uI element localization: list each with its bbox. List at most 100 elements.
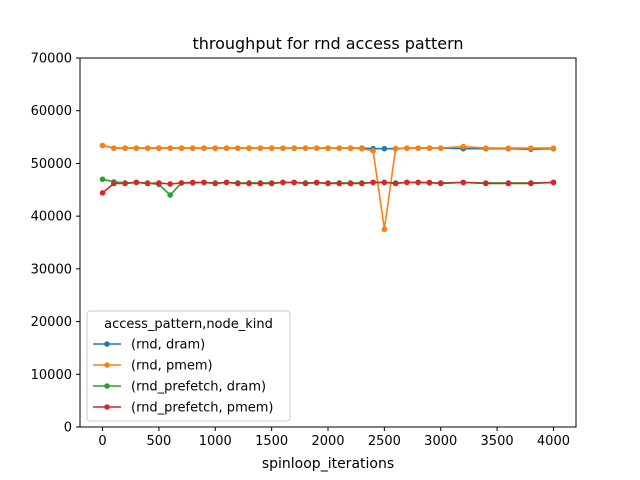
data-point	[483, 145, 489, 151]
data-point	[550, 179, 557, 186]
x-tick-label: 3500	[481, 434, 514, 449]
data-point	[246, 145, 252, 151]
legend-title: access_pattern,node_kind	[104, 317, 273, 332]
legend-swatch-marker	[104, 362, 110, 368]
data-point	[144, 180, 151, 187]
data-point	[370, 179, 376, 186]
data-point	[359, 180, 365, 187]
legend-label: (rnd, dram)	[131, 338, 205, 353]
x-tick-label: 2000	[311, 434, 344, 449]
y-tick-label: 60000	[31, 104, 72, 119]
data-point	[325, 145, 331, 151]
data-point	[268, 145, 275, 151]
data-point	[336, 180, 343, 187]
data-point	[212, 180, 219, 187]
data-point	[460, 143, 467, 150]
data-point	[201, 145, 207, 151]
legend-item: (rnd_prefetch, dram)	[93, 380, 266, 395]
data-point	[99, 190, 106, 196]
data-point	[167, 181, 173, 187]
data-point	[302, 145, 309, 151]
data-point	[381, 145, 388, 152]
data-point	[122, 145, 128, 151]
data-point	[144, 145, 151, 151]
legend-item: (rnd, dram)	[93, 338, 205, 353]
series-layer	[99, 142, 557, 233]
data-point	[426, 145, 433, 151]
chart-title: throughput for rnd access pattern	[192, 34, 463, 53]
x-tick-label: 4000	[537, 434, 570, 449]
data-point	[111, 180, 117, 187]
data-point	[257, 180, 264, 187]
data-point	[325, 180, 331, 187]
data-point	[280, 145, 286, 151]
legend-label: (rnd_prefetch, pmem)	[131, 401, 273, 416]
data-point	[235, 145, 241, 151]
data-point	[111, 145, 117, 151]
legend-swatch-marker	[104, 383, 110, 389]
data-point	[291, 145, 297, 151]
data-point	[156, 180, 162, 186]
data-point	[404, 145, 410, 151]
x-tick-label: 2500	[368, 434, 401, 449]
data-point	[426, 179, 433, 186]
legend-swatch-marker	[104, 341, 110, 347]
data-point	[347, 180, 354, 187]
legend-item: (rnd_prefetch, pmem)	[93, 401, 273, 416]
legend-item: (rnd, pmem)	[93, 359, 213, 374]
data-point	[460, 179, 467, 186]
series-1	[99, 142, 557, 233]
data-point	[370, 147, 376, 154]
data-point	[212, 145, 219, 151]
data-point	[223, 145, 230, 151]
legend: access_pattern,node_kind (rnd, dram) (rnd,…	[86, 310, 291, 422]
data-point	[268, 180, 275, 187]
data-point	[550, 145, 557, 151]
y-tick-label: 20000	[31, 315, 72, 330]
data-point	[167, 145, 173, 151]
legend-box	[86, 310, 291, 422]
y-axis: 0 10000 20000 30000 40000 50000 60000 70000	[31, 52, 80, 436]
data-point	[505, 145, 512, 151]
legend-label: (rnd_prefetch, dram)	[131, 380, 266, 395]
data-point	[381, 226, 388, 233]
data-point	[415, 179, 421, 186]
data-point	[528, 180, 534, 187]
legend-label: (rnd, pmem)	[131, 359, 213, 374]
data-point	[415, 145, 421, 151]
data-point	[257, 145, 264, 151]
series-line	[102, 144, 554, 231]
y-tick-label: 40000	[31, 210, 72, 225]
data-point	[99, 176, 106, 183]
data-point	[201, 179, 207, 186]
data-point	[392, 145, 399, 152]
data-point	[505, 180, 512, 187]
series-3	[99, 179, 557, 196]
x-tick-label: 1000	[199, 434, 232, 449]
data-point	[359, 145, 365, 152]
data-point	[133, 145, 140, 151]
x-tick-label: 3000	[424, 434, 457, 449]
x-axis: 0 500 1000 1500 2000 2500 3000 3500 4000	[98, 427, 570, 449]
y-tick-label: 50000	[31, 157, 72, 172]
y-tick-label: 0	[64, 421, 72, 436]
x-tick-label: 1500	[255, 434, 288, 449]
x-tick-label: 0	[98, 434, 106, 449]
data-point	[313, 179, 320, 186]
data-point	[302, 180, 309, 187]
data-point	[223, 179, 230, 186]
data-point	[347, 145, 354, 151]
data-point	[483, 180, 489, 187]
data-point	[178, 145, 185, 151]
y-tick-label: 30000	[31, 262, 72, 277]
data-point	[167, 192, 173, 198]
data-point	[404, 179, 410, 186]
data-point	[156, 145, 162, 151]
data-point	[133, 179, 140, 186]
series-2	[99, 176, 557, 198]
data-point	[313, 145, 320, 151]
data-point	[99, 142, 106, 149]
legend-swatch-marker	[104, 404, 110, 410]
x-tick-label: 500	[146, 434, 171, 449]
